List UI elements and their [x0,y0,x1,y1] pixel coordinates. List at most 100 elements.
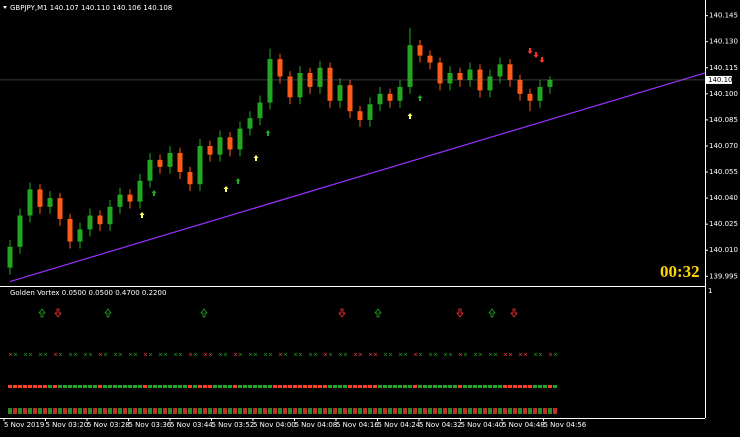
indicator-bar [483,385,487,388]
indicator-cross: × [458,352,463,359]
indicator-strip [278,408,282,414]
indicator-strip [158,408,162,414]
indicator-bar [418,385,422,388]
indicator-strip [33,408,37,414]
indicator-strip [433,408,437,414]
indicator-cross: × [218,352,223,359]
indicator-cross: × [548,352,553,359]
candle-body [237,128,243,150]
indicator-bar [183,385,187,388]
indicator-strip [268,408,272,414]
indicator-bar [13,385,17,388]
indicator-strip [308,408,312,414]
chart-title: GBPJPY,M1 140.107 140.110 140.106 140.10… [10,4,172,12]
indicator-bar [28,385,32,388]
indicator-cross: × [313,352,318,359]
indicator-cross: × [178,352,183,359]
indicator-bar [398,385,402,388]
indicator-strip [408,408,412,414]
indicator-bar [413,385,417,388]
indicator-cross: × [263,352,268,359]
indicator-arrow-up [104,308,112,318]
candle-body [197,145,203,185]
candle-body [317,67,323,87]
indicator-cross: × [248,352,253,359]
indicator-strip [388,408,392,414]
indicator-strip [503,408,507,414]
indicator-cross: × [68,352,73,359]
indicator-strip [273,408,277,414]
candle-body [67,218,73,242]
indicator-bar [93,385,97,388]
indicator-cross: × [353,352,358,359]
indicator-strip [168,408,172,414]
candle-body [287,76,293,98]
candle-body [427,55,433,63]
candle-body [297,72,303,98]
indicator-strip [543,408,547,414]
indicator-strip [183,408,187,414]
signal-arrow-up [253,155,259,161]
candle-body [457,72,463,80]
indicator-strip [363,408,367,414]
candle-body [517,79,523,94]
time-label: 5 Nov 04:08 [295,421,338,429]
candle-body [497,64,503,77]
indicator-bar [473,385,477,388]
indicator-bar [98,385,102,388]
indicator-bar [358,385,362,388]
indicator-strip [28,408,32,414]
current-price-box [706,75,732,84]
signal-arrow-up [417,95,423,101]
indicator-bar [488,385,492,388]
indicator-strip [233,408,237,414]
time-label: 5 Nov 03:20 [46,421,89,429]
indicator-strip [263,408,267,414]
indicator-bar [68,385,72,388]
indicator-cross: × [38,352,43,359]
candle-body [387,93,393,101]
indicator-cross: × [328,352,333,359]
signal-arrow-down [533,52,539,58]
indicator-bar [263,385,267,388]
indicator-bar [133,385,137,388]
indicator-bar [213,385,217,388]
indicator-bar [308,385,312,388]
indicator-bar [163,385,167,388]
indicator-axis-label: 1 [708,287,712,295]
indicator-strip [53,408,57,414]
indicator-bar [548,385,552,388]
indicator-strip [368,408,372,414]
indicator-strip [173,408,177,414]
indicator-bar [378,385,382,388]
candle-body [407,45,413,87]
indicator-bar [428,385,432,388]
indicator-cross: × [8,352,13,359]
indicator-cross: × [518,352,523,359]
indicator-strip [228,408,232,414]
indicator-strip [333,408,337,414]
indicator-strip [418,408,422,414]
indicator-cross: × [163,352,168,359]
indicator-bar [448,385,452,388]
candle-body [227,137,233,150]
indicator-bar [178,385,182,388]
indicator-cross: × [443,352,448,359]
indicator-cross: × [28,352,33,359]
indicator-cross: × [188,352,193,359]
price-tick-label: 139.995 [709,272,738,280]
indicator-cross: × [503,352,508,359]
indicator-bar [8,385,12,388]
signal-arrow-up [407,113,413,119]
indicator-strip [318,408,322,414]
indicator-bar [393,385,397,388]
candle-body [337,85,343,101]
indicator-cross: × [98,352,103,359]
indicator-bar [508,385,512,388]
indicator-strip [488,408,492,414]
indicator-strip [123,408,127,414]
indicator-strip [348,408,352,414]
signal-arrow-up [265,130,271,136]
indicator-bar [153,385,157,388]
indicator-bar [253,385,257,388]
